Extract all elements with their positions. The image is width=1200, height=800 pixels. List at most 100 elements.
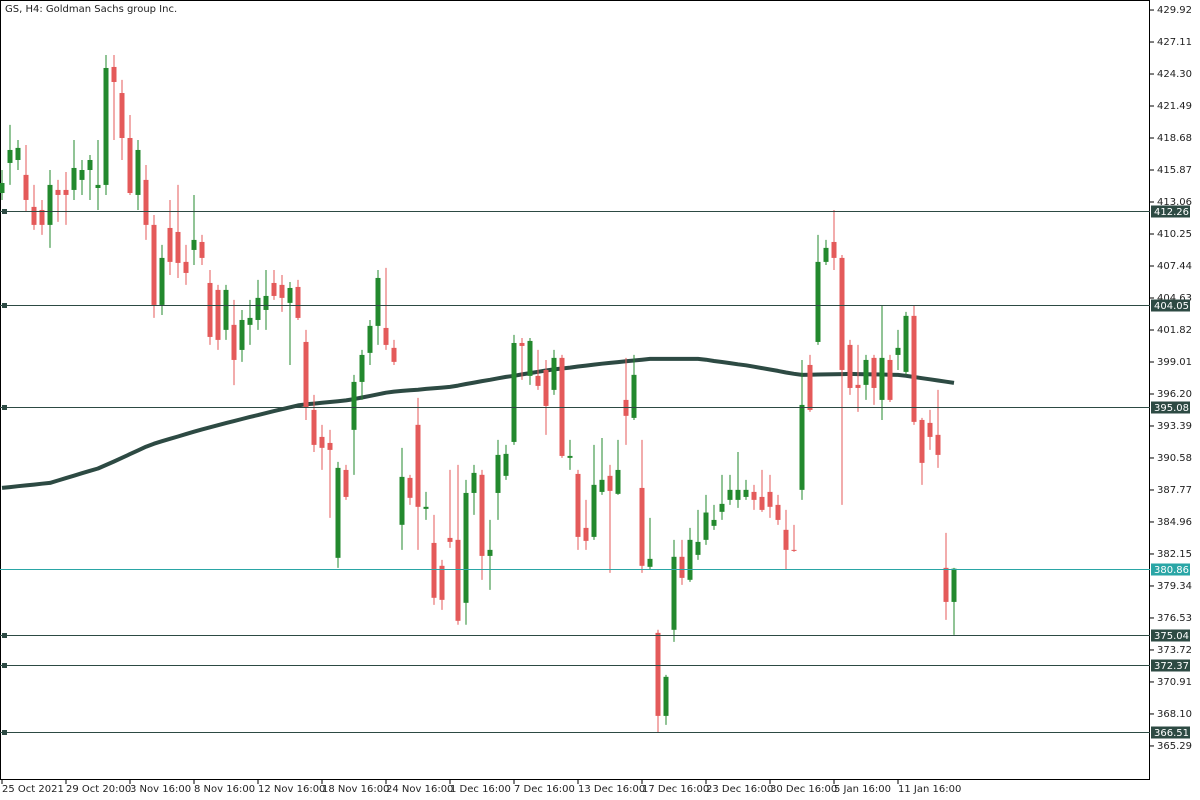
candle-body bbox=[0, 182, 5, 194]
x-tick-label: 7 Dec 16:00 bbox=[514, 784, 575, 795]
y-tick-label: 410.25 bbox=[1157, 229, 1192, 240]
candle-body bbox=[239, 319, 245, 350]
candle-body bbox=[887, 359, 893, 400]
candle-body bbox=[735, 489, 741, 500]
x-tick-label: 17 Dec 16:00 bbox=[642, 784, 709, 795]
candle-body bbox=[55, 189, 61, 195]
candle-body bbox=[399, 476, 405, 525]
candle-body bbox=[103, 67, 109, 185]
candle-body bbox=[7, 149, 13, 163]
candle-body bbox=[359, 354, 365, 382]
candle-body bbox=[807, 364, 813, 410]
candle-body bbox=[127, 138, 133, 194]
x-tick-label: 3 Nov 16:00 bbox=[130, 784, 191, 795]
level-marker bbox=[2, 633, 7, 638]
candle-body bbox=[583, 527, 589, 541]
x-tick-label: 12 Nov 16:00 bbox=[258, 784, 325, 795]
y-tick-label: 427.11 bbox=[1157, 37, 1192, 48]
candle-body bbox=[199, 241, 205, 258]
candle-body bbox=[743, 489, 749, 497]
candle-body bbox=[927, 422, 933, 437]
candle-body bbox=[823, 247, 829, 262]
candle-body bbox=[751, 491, 757, 500]
candle-body bbox=[943, 567, 949, 602]
candle-body bbox=[143, 179, 149, 225]
level-label-box bbox=[1151, 629, 1190, 642]
candle-body bbox=[79, 170, 85, 180]
candle-body bbox=[63, 189, 69, 195]
candle-body bbox=[471, 472, 477, 493]
candle-body bbox=[815, 261, 821, 342]
candle-body bbox=[439, 565, 445, 600]
candle-body bbox=[191, 239, 197, 250]
candle-body bbox=[375, 277, 381, 326]
level-label: 366.51 bbox=[1154, 728, 1189, 739]
candle-body bbox=[23, 174, 29, 200]
candle-body bbox=[935, 434, 941, 455]
level-label: 395.08 bbox=[1154, 403, 1189, 414]
candle-body bbox=[327, 442, 333, 450]
candle-body bbox=[279, 284, 285, 298]
candle-body bbox=[71, 167, 77, 190]
x-tick-label: 30 Dec 16:00 bbox=[770, 784, 837, 795]
candle-body bbox=[167, 227, 173, 262]
candle-body bbox=[479, 474, 485, 556]
candle-body bbox=[335, 467, 341, 558]
level-marker bbox=[2, 663, 7, 668]
x-tick-label: 18 Nov 16:00 bbox=[322, 784, 389, 795]
y-tick-label: 396.20 bbox=[1157, 389, 1192, 400]
candle-body bbox=[575, 473, 581, 537]
candle-body bbox=[231, 324, 237, 360]
candle-body bbox=[383, 327, 389, 345]
candle-body bbox=[287, 287, 293, 303]
y-tick-label: 387.77 bbox=[1157, 485, 1192, 496]
level-marker bbox=[2, 730, 7, 735]
current-price-label: 380.86 bbox=[1154, 565, 1189, 576]
candle-body bbox=[135, 149, 141, 195]
level-label-box bbox=[1151, 401, 1190, 414]
candle-body bbox=[159, 257, 165, 305]
candle-body bbox=[895, 347, 901, 355]
candle-body bbox=[919, 419, 925, 463]
level-label: 404.05 bbox=[1154, 301, 1189, 312]
candle-body bbox=[367, 325, 373, 353]
candle-body bbox=[111, 66, 117, 82]
candle-body bbox=[671, 556, 677, 630]
candle-body bbox=[511, 342, 517, 442]
candle-body bbox=[39, 209, 45, 225]
candle-body bbox=[687, 539, 693, 580]
level-label: 412.26 bbox=[1154, 207, 1189, 218]
candle-body bbox=[551, 357, 557, 390]
candle-body bbox=[311, 409, 317, 445]
level-marker bbox=[2, 303, 7, 308]
candle-body bbox=[863, 359, 869, 385]
candle-body bbox=[263, 295, 269, 310]
candle-body bbox=[655, 632, 661, 716]
candle-body bbox=[519, 342, 525, 346]
candle-body bbox=[767, 491, 773, 507]
candle-body bbox=[255, 297, 261, 320]
candle-body bbox=[175, 231, 181, 263]
x-tick-label: 13 Dec 16:00 bbox=[578, 784, 645, 795]
candle-body bbox=[703, 512, 709, 540]
candle-body bbox=[303, 341, 309, 408]
y-tick-label: 401.82 bbox=[1157, 325, 1192, 336]
candle-body bbox=[215, 289, 221, 340]
chart-title: GS, H4: Goldman Sachs group Inc. bbox=[5, 4, 177, 15]
candle-body bbox=[599, 479, 605, 492]
candle-body bbox=[903, 315, 909, 372]
candle-body bbox=[415, 424, 421, 507]
candle-body bbox=[559, 357, 565, 456]
x-tick-label: 24 Nov 16:00 bbox=[386, 784, 453, 795]
moving-average bbox=[1, 356, 955, 490]
candle-body bbox=[847, 344, 853, 388]
y-tick-label: 365.29 bbox=[1157, 741, 1192, 752]
candle-body bbox=[839, 257, 845, 370]
y-tick-label: 376.53 bbox=[1157, 613, 1192, 624]
candle-body bbox=[727, 489, 733, 500]
candle-body bbox=[831, 241, 837, 258]
candle-body bbox=[791, 549, 797, 551]
